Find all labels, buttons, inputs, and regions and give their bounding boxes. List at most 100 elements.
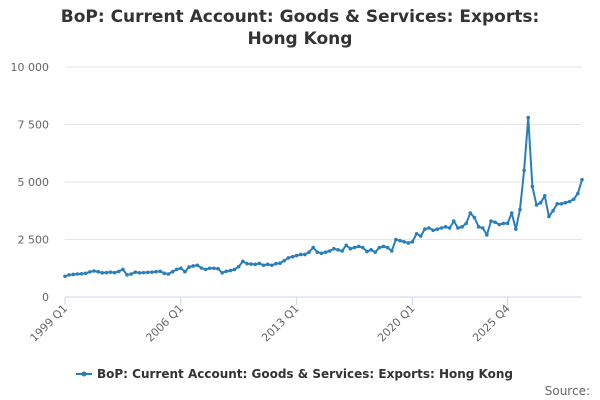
data-point[interactable]: [435, 227, 440, 231]
data-point[interactable]: [555, 202, 559, 206]
data-point[interactable]: [456, 226, 460, 230]
data-point[interactable]: [336, 248, 340, 252]
data-point[interactable]: [518, 207, 522, 212]
data-point[interactable]: [261, 263, 266, 268]
data-point[interactable]: [472, 215, 477, 220]
data-point[interactable]: [464, 221, 468, 226]
data-point[interactable]: [79, 271, 84, 276]
data-point[interactable]: [447, 226, 452, 230]
data-point[interactable]: [253, 262, 258, 267]
data-point[interactable]: [88, 270, 92, 274]
data-point[interactable]: [340, 249, 344, 253]
data-point[interactable]: [100, 271, 105, 275]
data-point[interactable]: [203, 267, 208, 272]
data-point[interactable]: [530, 184, 535, 189]
data-point[interactable]: [212, 266, 216, 271]
data-point[interactable]: [319, 251, 324, 256]
data-point[interactable]: [290, 254, 295, 259]
data-point[interactable]: [427, 226, 431, 230]
data-point[interactable]: [547, 214, 551, 219]
data-point[interactable]: [563, 200, 568, 205]
data-point[interactable]: [542, 194, 547, 198]
data-point[interactable]: [559, 202, 564, 206]
data-point[interactable]: [158, 269, 162, 274]
data-point[interactable]: [423, 227, 427, 231]
data-point[interactable]: [485, 233, 489, 237]
data-point[interactable]: [121, 267, 125, 272]
data-point[interactable]: [162, 271, 167, 276]
data-point[interactable]: [356, 244, 361, 249]
data-point[interactable]: [480, 226, 485, 230]
data-point[interactable]: [493, 220, 497, 225]
data-point[interactable]: [129, 272, 133, 276]
data-point[interactable]: [505, 221, 510, 226]
data-point[interactable]: [232, 267, 237, 272]
legend[interactable]: BoP: Current Account: Goods & Services: …: [76, 367, 513, 381]
data-point[interactable]: [323, 250, 328, 254]
data-point[interactable]: [327, 249, 332, 253]
data-point[interactable]: [220, 271, 224, 275]
data-point[interactable]: [431, 228, 435, 233]
data-point[interactable]: [236, 264, 241, 269]
data-point[interactable]: [468, 211, 473, 215]
data-point[interactable]: [352, 245, 357, 250]
data-point[interactable]: [112, 270, 117, 275]
data-point[interactable]: [274, 261, 278, 266]
data-point[interactable]: [265, 262, 270, 267]
data-point[interactable]: [241, 259, 245, 264]
data-point[interactable]: [332, 246, 336, 251]
data-point[interactable]: [576, 191, 580, 196]
data-point[interactable]: [179, 266, 183, 271]
data-point[interactable]: [294, 253, 299, 258]
data-point[interactable]: [373, 250, 378, 254]
data-point[interactable]: [571, 197, 576, 202]
data-point[interactable]: [360, 245, 365, 250]
data-point[interactable]: [249, 262, 253, 266]
data-point[interactable]: [410, 240, 415, 244]
data-point[interactable]: [141, 270, 146, 275]
data-point[interactable]: [195, 263, 200, 268]
data-point[interactable]: [307, 250, 311, 254]
data-point[interactable]: [406, 241, 411, 245]
data-point[interactable]: [216, 266, 220, 271]
data-point[interactable]: [75, 272, 80, 276]
data-point[interactable]: [245, 261, 249, 266]
data-point[interactable]: [174, 267, 179, 272]
data-point[interactable]: [191, 264, 196, 268]
data-point[interactable]: [154, 269, 158, 274]
data-point[interactable]: [83, 271, 88, 276]
data-point[interactable]: [443, 225, 448, 229]
data-point[interactable]: [514, 227, 518, 231]
data-point[interactable]: [451, 219, 456, 223]
data-point[interactable]: [315, 250, 320, 254]
data-point[interactable]: [116, 269, 121, 274]
data-point[interactable]: [385, 245, 390, 250]
data-point[interactable]: [402, 240, 406, 244]
data-point[interactable]: [489, 219, 493, 223]
data-point[interactable]: [460, 225, 464, 229]
data-point[interactable]: [228, 268, 233, 273]
data-point[interactable]: [538, 200, 543, 205]
data-point[interactable]: [551, 208, 555, 213]
data-point[interactable]: [476, 225, 481, 229]
data-point[interactable]: [389, 249, 394, 253]
data-point[interactable]: [534, 203, 539, 207]
data-point[interactable]: [104, 270, 109, 275]
data-point[interactable]: [365, 249, 369, 254]
data-point[interactable]: [303, 252, 307, 257]
data-point[interactable]: [187, 265, 191, 269]
data-point[interactable]: [170, 269, 175, 274]
data-point[interactable]: [108, 270, 113, 274]
data-point[interactable]: [207, 266, 212, 271]
data-point[interactable]: [286, 256, 291, 260]
data-point[interactable]: [522, 168, 526, 173]
data-point[interactable]: [257, 261, 262, 266]
data-point[interactable]: [183, 269, 187, 274]
data-point[interactable]: [71, 272, 76, 277]
data-point[interactable]: [509, 211, 514, 215]
data-point[interactable]: [150, 270, 154, 274]
data-point[interactable]: [145, 270, 150, 275]
data-point[interactable]: [133, 270, 138, 274]
data-point[interactable]: [381, 244, 386, 249]
data-point[interactable]: [224, 269, 229, 274]
